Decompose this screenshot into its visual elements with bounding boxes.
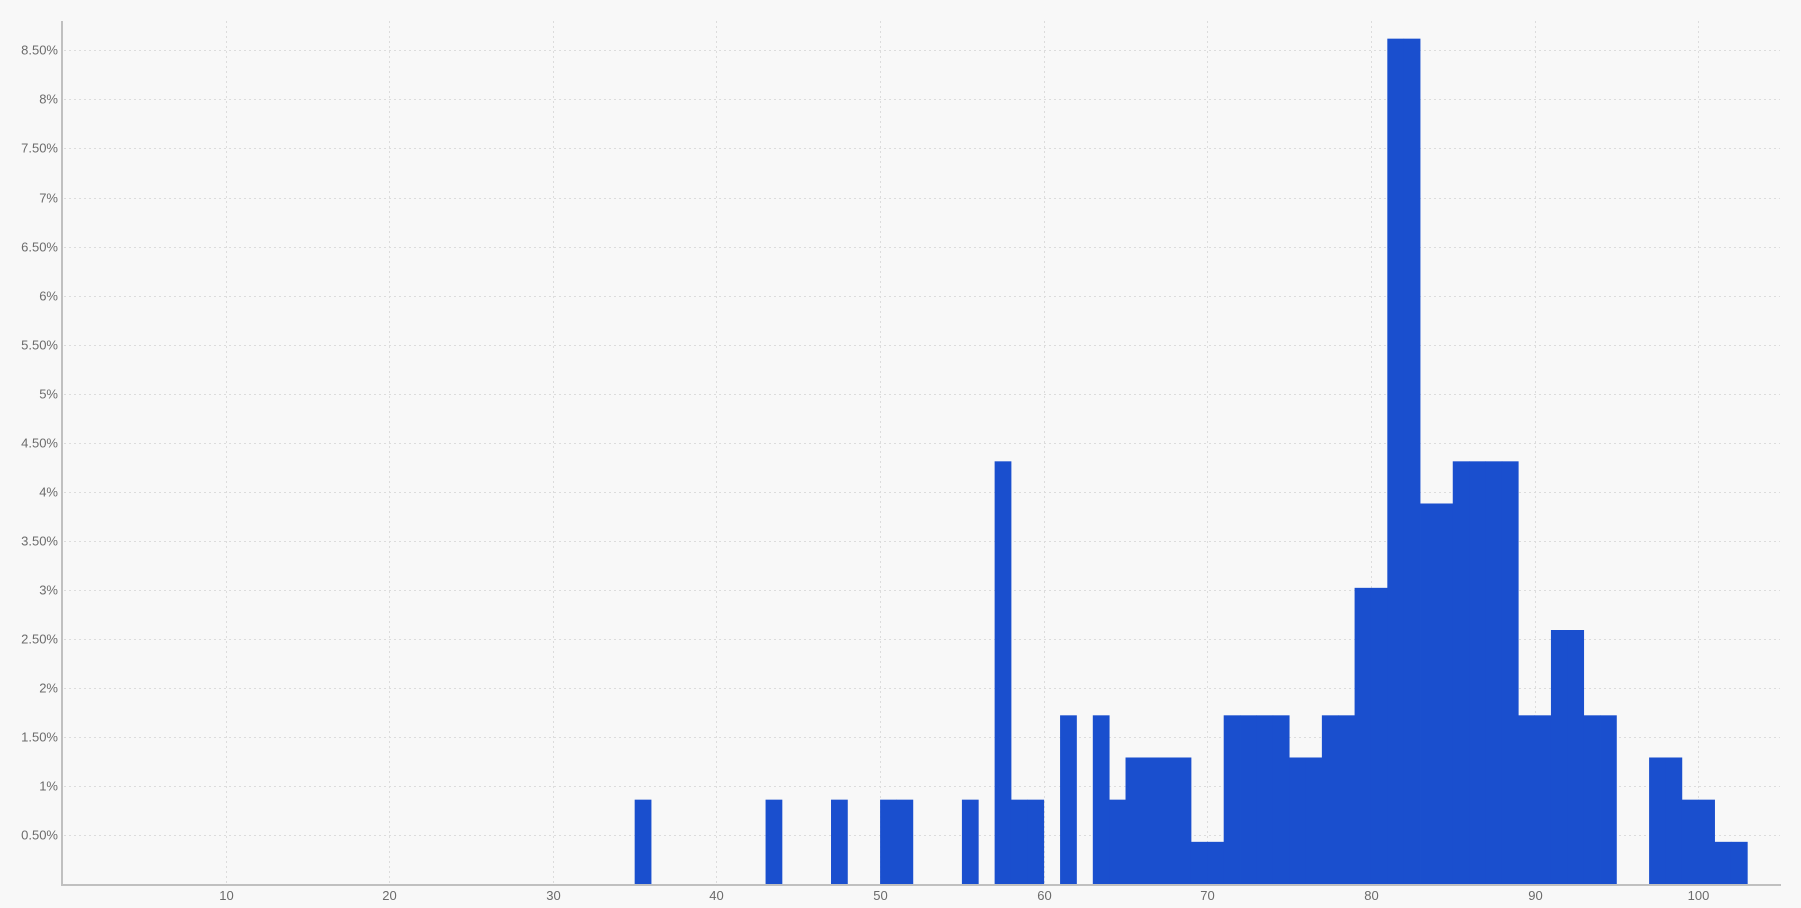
y-tick-label: 4% — [39, 485, 58, 500]
histogram-bar — [1305, 757, 1323, 884]
histogram-bar — [1141, 757, 1159, 884]
y-tick-label: 7.50% — [21, 141, 58, 156]
x-tick-label: 60 — [1037, 888, 1051, 903]
y-tick-label: 3% — [39, 583, 58, 598]
histogram-bar — [1469, 461, 1486, 884]
histogram-bar — [1698, 799, 1715, 884]
y-tick-label: 5% — [39, 387, 58, 402]
histogram-bar — [1027, 799, 1045, 884]
y-tick-label: 4.50% — [21, 436, 58, 451]
x-tick-label: 100 — [1688, 888, 1710, 903]
y-tick-label: 0.50% — [21, 828, 58, 843]
y-tick-label: 2.50% — [21, 632, 58, 647]
histogram-bar — [1109, 799, 1126, 884]
histogram-bar — [1403, 38, 1421, 884]
histogram-bar — [1338, 715, 1355, 884]
histogram-bar — [1354, 587, 1372, 884]
histogram-bar — [1321, 715, 1339, 884]
histogram-bar — [1436, 503, 1454, 884]
y-tick-label: 3.50% — [21, 534, 58, 549]
x-tick-labels: 10 20 30 40 50 60 70 80 90 100 — [219, 888, 1709, 903]
y-tick-label: 8% — [39, 92, 58, 107]
histogram-bar — [880, 799, 897, 884]
histogram-bar — [1207, 841, 1225, 884]
y-tick-label: 5.50% — [21, 338, 58, 353]
histogram-bar — [1730, 841, 1748, 884]
histogram-bar — [1649, 757, 1666, 884]
histogram-bar — [1190, 841, 1208, 884]
histogram-bar — [1534, 715, 1552, 884]
histogram-bar — [634, 799, 652, 884]
x-tick-label: 50 — [873, 888, 887, 903]
y-tick-label: 8.50% — [21, 43, 58, 58]
y-tick-labels: 0.50% 1% 1.50% 2% 2.50% 3% 3.50% 4% 4.50% 5% 5.50%… — [21, 43, 58, 843]
histogram-bar — [1665, 757, 1683, 884]
histogram-bar — [1485, 461, 1503, 884]
x-tick-label: 80 — [1364, 888, 1378, 903]
histogram-bar — [1567, 630, 1585, 884]
x-tick-label: 20 — [382, 888, 396, 903]
bars — [634, 38, 1748, 884]
histogram-bar — [1452, 461, 1470, 884]
x-tick-label: 90 — [1528, 888, 1542, 903]
histogram-bar — [1010, 799, 1028, 884]
histogram-bar — [765, 799, 783, 884]
histogram-bar — [1420, 503, 1437, 884]
y-tick-label: 7% — [39, 191, 58, 206]
histogram-bar — [1518, 715, 1535, 884]
histogram-bar — [1158, 757, 1176, 884]
histogram-bar — [1092, 715, 1110, 884]
histogram-bar — [1387, 38, 1405, 884]
y-tick-label: 6.50% — [21, 240, 58, 255]
histogram-bar — [1681, 799, 1699, 884]
histogram-bar — [1370, 587, 1388, 884]
histogram-bar — [1060, 715, 1077, 884]
histogram-bar — [1583, 715, 1601, 884]
histogram-bar — [994, 461, 1012, 884]
histogram-bar — [961, 799, 979, 884]
histogram-bar — [1125, 757, 1143, 884]
histogram-bar — [1550, 630, 1568, 884]
y-tick-label: 6% — [39, 289, 58, 304]
histogram-bar — [1289, 757, 1306, 884]
y-tick-label: 2% — [39, 681, 58, 696]
y-tick-label: 1% — [39, 779, 58, 794]
histogram-bar — [1714, 841, 1732, 884]
x-tick-label: 30 — [546, 888, 560, 903]
histogram-bar — [896, 799, 914, 884]
histogram-bar — [1240, 715, 1257, 884]
x-tick-label: 10 — [219, 888, 233, 903]
histogram-bar — [1272, 715, 1290, 884]
histogram-bar — [1600, 715, 1617, 884]
histogram-bar — [1256, 715, 1274, 884]
histogram-bar — [1174, 757, 1192, 884]
histogram-bar — [1223, 715, 1241, 884]
histogram-bar — [831, 799, 848, 884]
y-tick-label: 1.50% — [21, 730, 58, 745]
x-tick-label: 40 — [709, 888, 723, 903]
histogram-bar — [1501, 461, 1519, 884]
x-tick-label: 70 — [1200, 888, 1214, 903]
